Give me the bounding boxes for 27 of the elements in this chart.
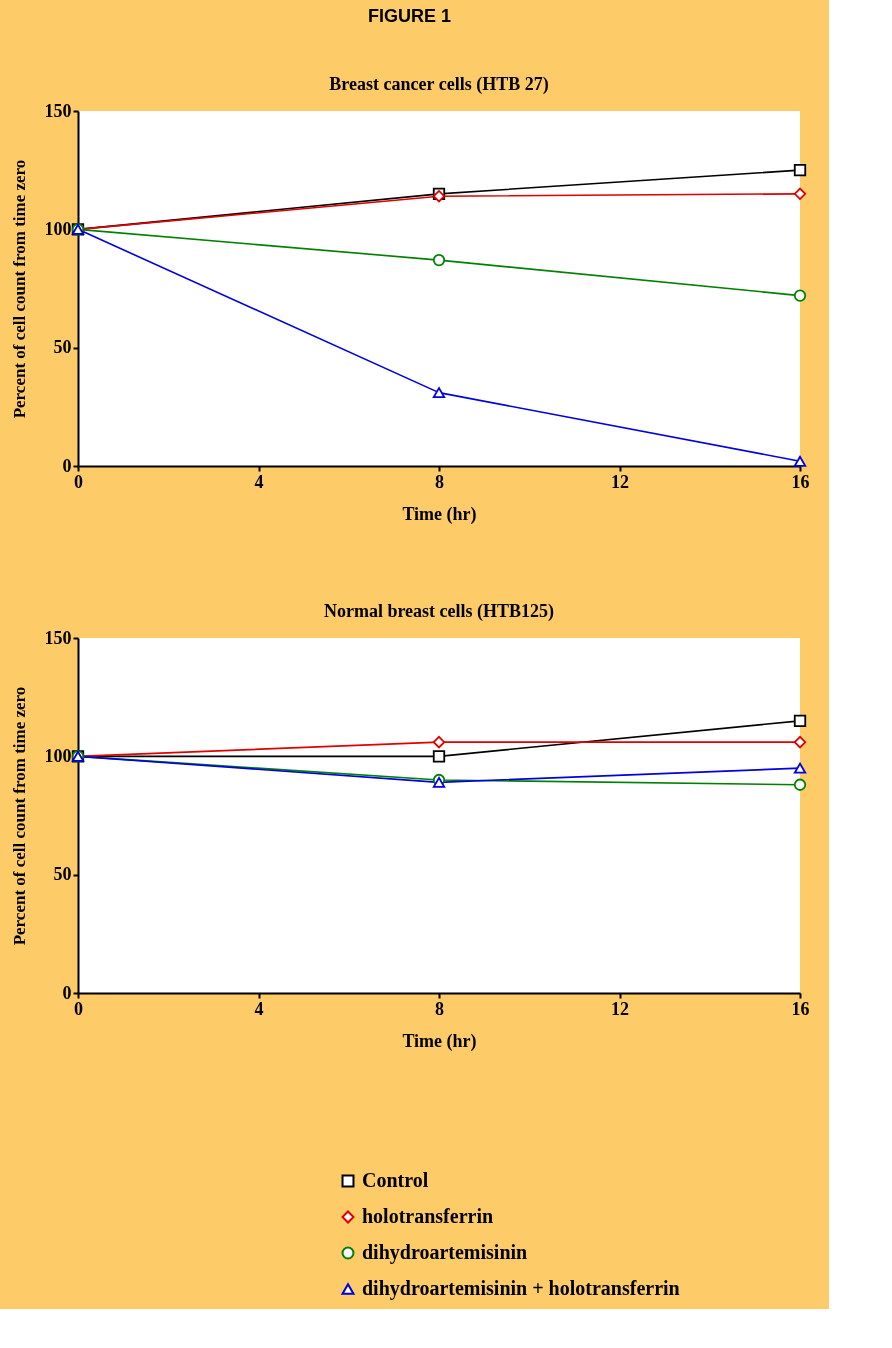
- y-tick-label: 0: [62, 982, 72, 1003]
- legend-label: dihydroartemisinin + holotransferrin: [362, 1277, 680, 1300]
- chart-title: Normal breast cells (HTB125): [323, 601, 555, 622]
- legend-label: holotransferrin: [362, 1205, 494, 1227]
- x-axis-title: Time (hr): [402, 1030, 477, 1052]
- x-tick-label: 12: [611, 998, 629, 1019]
- y-axis-title: Percent of cell count from time zero: [9, 159, 29, 419]
- x-axis-title: Time (hr): [402, 503, 477, 525]
- x-tick-label: 4: [254, 998, 264, 1019]
- y-tick-label: 100: [44, 745, 72, 766]
- x-tick-label: 16: [791, 998, 810, 1019]
- legend-label: dihydroartemisinin: [362, 1241, 528, 1264]
- x-tick-label: 12: [611, 471, 629, 492]
- y-axis-title: Percent of cell count from time zero: [9, 686, 29, 946]
- x-tick-label: 8: [435, 998, 444, 1019]
- x-tick-label: 8: [435, 471, 444, 492]
- x-tick-label: 16: [791, 471, 810, 492]
- y-tick-label: 50: [53, 337, 72, 358]
- chart-title: Breast cancer cells (HTB 27): [329, 74, 549, 95]
- caption: FIGURE 1: [367, 6, 452, 26]
- x-tick-label: 4: [254, 471, 264, 492]
- y-tick-label: 150: [44, 627, 72, 648]
- y-tick-label: 50: [53, 864, 72, 885]
- y-tick-label: 100: [44, 218, 72, 239]
- y-tick-label: 150: [44, 100, 72, 121]
- legend-label: Control: [362, 1169, 429, 1191]
- y-tick-label: 0: [62, 455, 72, 476]
